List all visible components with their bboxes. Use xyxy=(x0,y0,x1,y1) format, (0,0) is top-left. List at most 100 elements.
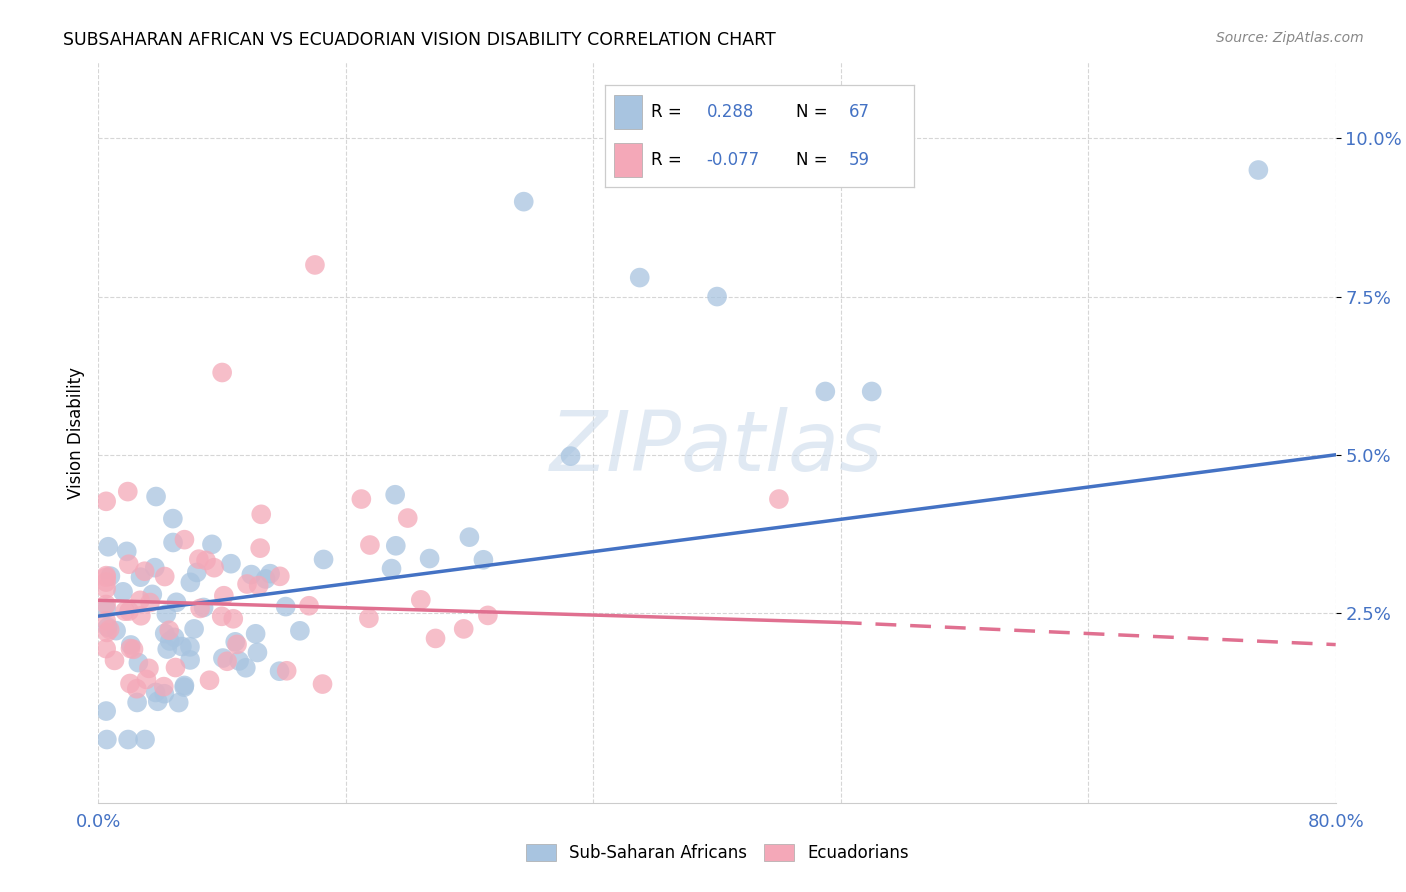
Point xyxy=(96,568,118,582)
Point xyxy=(153,687,176,701)
Text: 67: 67 xyxy=(849,103,870,121)
Point xyxy=(105,624,128,638)
Text: ZIPatlas: ZIPatlas xyxy=(550,407,884,488)
Point xyxy=(129,593,152,607)
Point xyxy=(162,511,184,525)
Point xyxy=(380,561,402,575)
Bar xyxy=(614,144,641,177)
Point xyxy=(187,552,209,566)
Text: 0.288: 0.288 xyxy=(707,103,754,121)
Point xyxy=(134,564,156,578)
Point xyxy=(162,535,184,549)
Y-axis label: Vision Disability: Vision Disability xyxy=(66,367,84,499)
Point xyxy=(153,626,176,640)
Point xyxy=(384,488,406,502)
Point xyxy=(419,551,441,566)
Point xyxy=(127,656,149,670)
Point xyxy=(472,553,495,567)
Point xyxy=(179,640,201,654)
Point xyxy=(217,654,239,668)
Point xyxy=(357,611,380,625)
Point xyxy=(167,696,190,710)
Point xyxy=(117,484,139,499)
Point xyxy=(112,584,135,599)
Point xyxy=(202,560,225,574)
Point xyxy=(201,537,224,551)
Text: -0.077: -0.077 xyxy=(707,151,759,169)
Point xyxy=(240,567,263,582)
Point xyxy=(254,572,277,586)
Point xyxy=(96,601,118,615)
Point xyxy=(860,384,883,399)
Point xyxy=(96,598,118,612)
Point xyxy=(96,732,118,747)
Point xyxy=(97,620,120,634)
Point xyxy=(96,570,118,584)
Point xyxy=(114,604,136,618)
Point xyxy=(96,614,118,628)
Point xyxy=(259,566,281,581)
Bar xyxy=(614,95,641,128)
Point xyxy=(120,638,142,652)
Point xyxy=(212,651,235,665)
Point xyxy=(288,624,311,638)
Point xyxy=(274,599,297,614)
Point xyxy=(163,631,186,645)
Point xyxy=(269,569,291,583)
Point xyxy=(159,634,181,648)
Point xyxy=(269,664,291,678)
Point xyxy=(198,673,221,688)
Point xyxy=(276,664,298,678)
Point xyxy=(139,595,162,609)
Point xyxy=(409,593,432,607)
Legend: Sub-Saharan Africans, Ecuadorians: Sub-Saharan Africans, Ecuadorians xyxy=(519,837,915,869)
Point xyxy=(453,622,475,636)
Point xyxy=(96,625,118,640)
Text: Source: ZipAtlas.com: Source: ZipAtlas.com xyxy=(1216,31,1364,45)
Point xyxy=(129,608,152,623)
Point xyxy=(146,694,169,708)
Text: SUBSAHARAN AFRICAN VS ECUADORIAN VISION DISABILITY CORRELATION CHART: SUBSAHARAN AFRICAN VS ECUADORIAN VISION … xyxy=(63,31,776,49)
Point xyxy=(312,552,335,566)
Point xyxy=(96,582,118,596)
Point xyxy=(117,732,139,747)
Point xyxy=(96,575,118,590)
Point xyxy=(143,560,166,574)
Text: N =: N = xyxy=(796,103,828,121)
Point xyxy=(120,641,142,656)
Point xyxy=(127,696,149,710)
Point xyxy=(145,685,167,699)
Point xyxy=(173,678,195,692)
Point xyxy=(183,622,205,636)
Point xyxy=(118,558,141,572)
Point xyxy=(157,624,180,638)
Point xyxy=(814,384,837,399)
Point xyxy=(125,681,148,696)
Point xyxy=(235,661,257,675)
Point xyxy=(396,511,419,525)
Point xyxy=(359,538,381,552)
Point xyxy=(236,577,259,591)
Point xyxy=(145,490,167,504)
Point xyxy=(135,673,157,687)
Point xyxy=(247,578,270,592)
Point xyxy=(129,570,152,584)
Point xyxy=(141,587,163,601)
Point xyxy=(211,366,233,380)
Point xyxy=(170,640,193,654)
Point xyxy=(138,661,160,675)
Text: R =: R = xyxy=(651,151,682,169)
Point xyxy=(304,258,326,272)
Text: R =: R = xyxy=(651,103,682,121)
Point xyxy=(222,612,245,626)
Point xyxy=(513,194,536,209)
Point xyxy=(298,599,321,613)
Point xyxy=(153,569,176,583)
Point xyxy=(219,557,242,571)
Point xyxy=(350,491,373,506)
Point xyxy=(155,607,177,622)
Point xyxy=(212,589,235,603)
Point xyxy=(118,676,141,690)
Point xyxy=(96,704,118,718)
Point xyxy=(103,653,125,667)
